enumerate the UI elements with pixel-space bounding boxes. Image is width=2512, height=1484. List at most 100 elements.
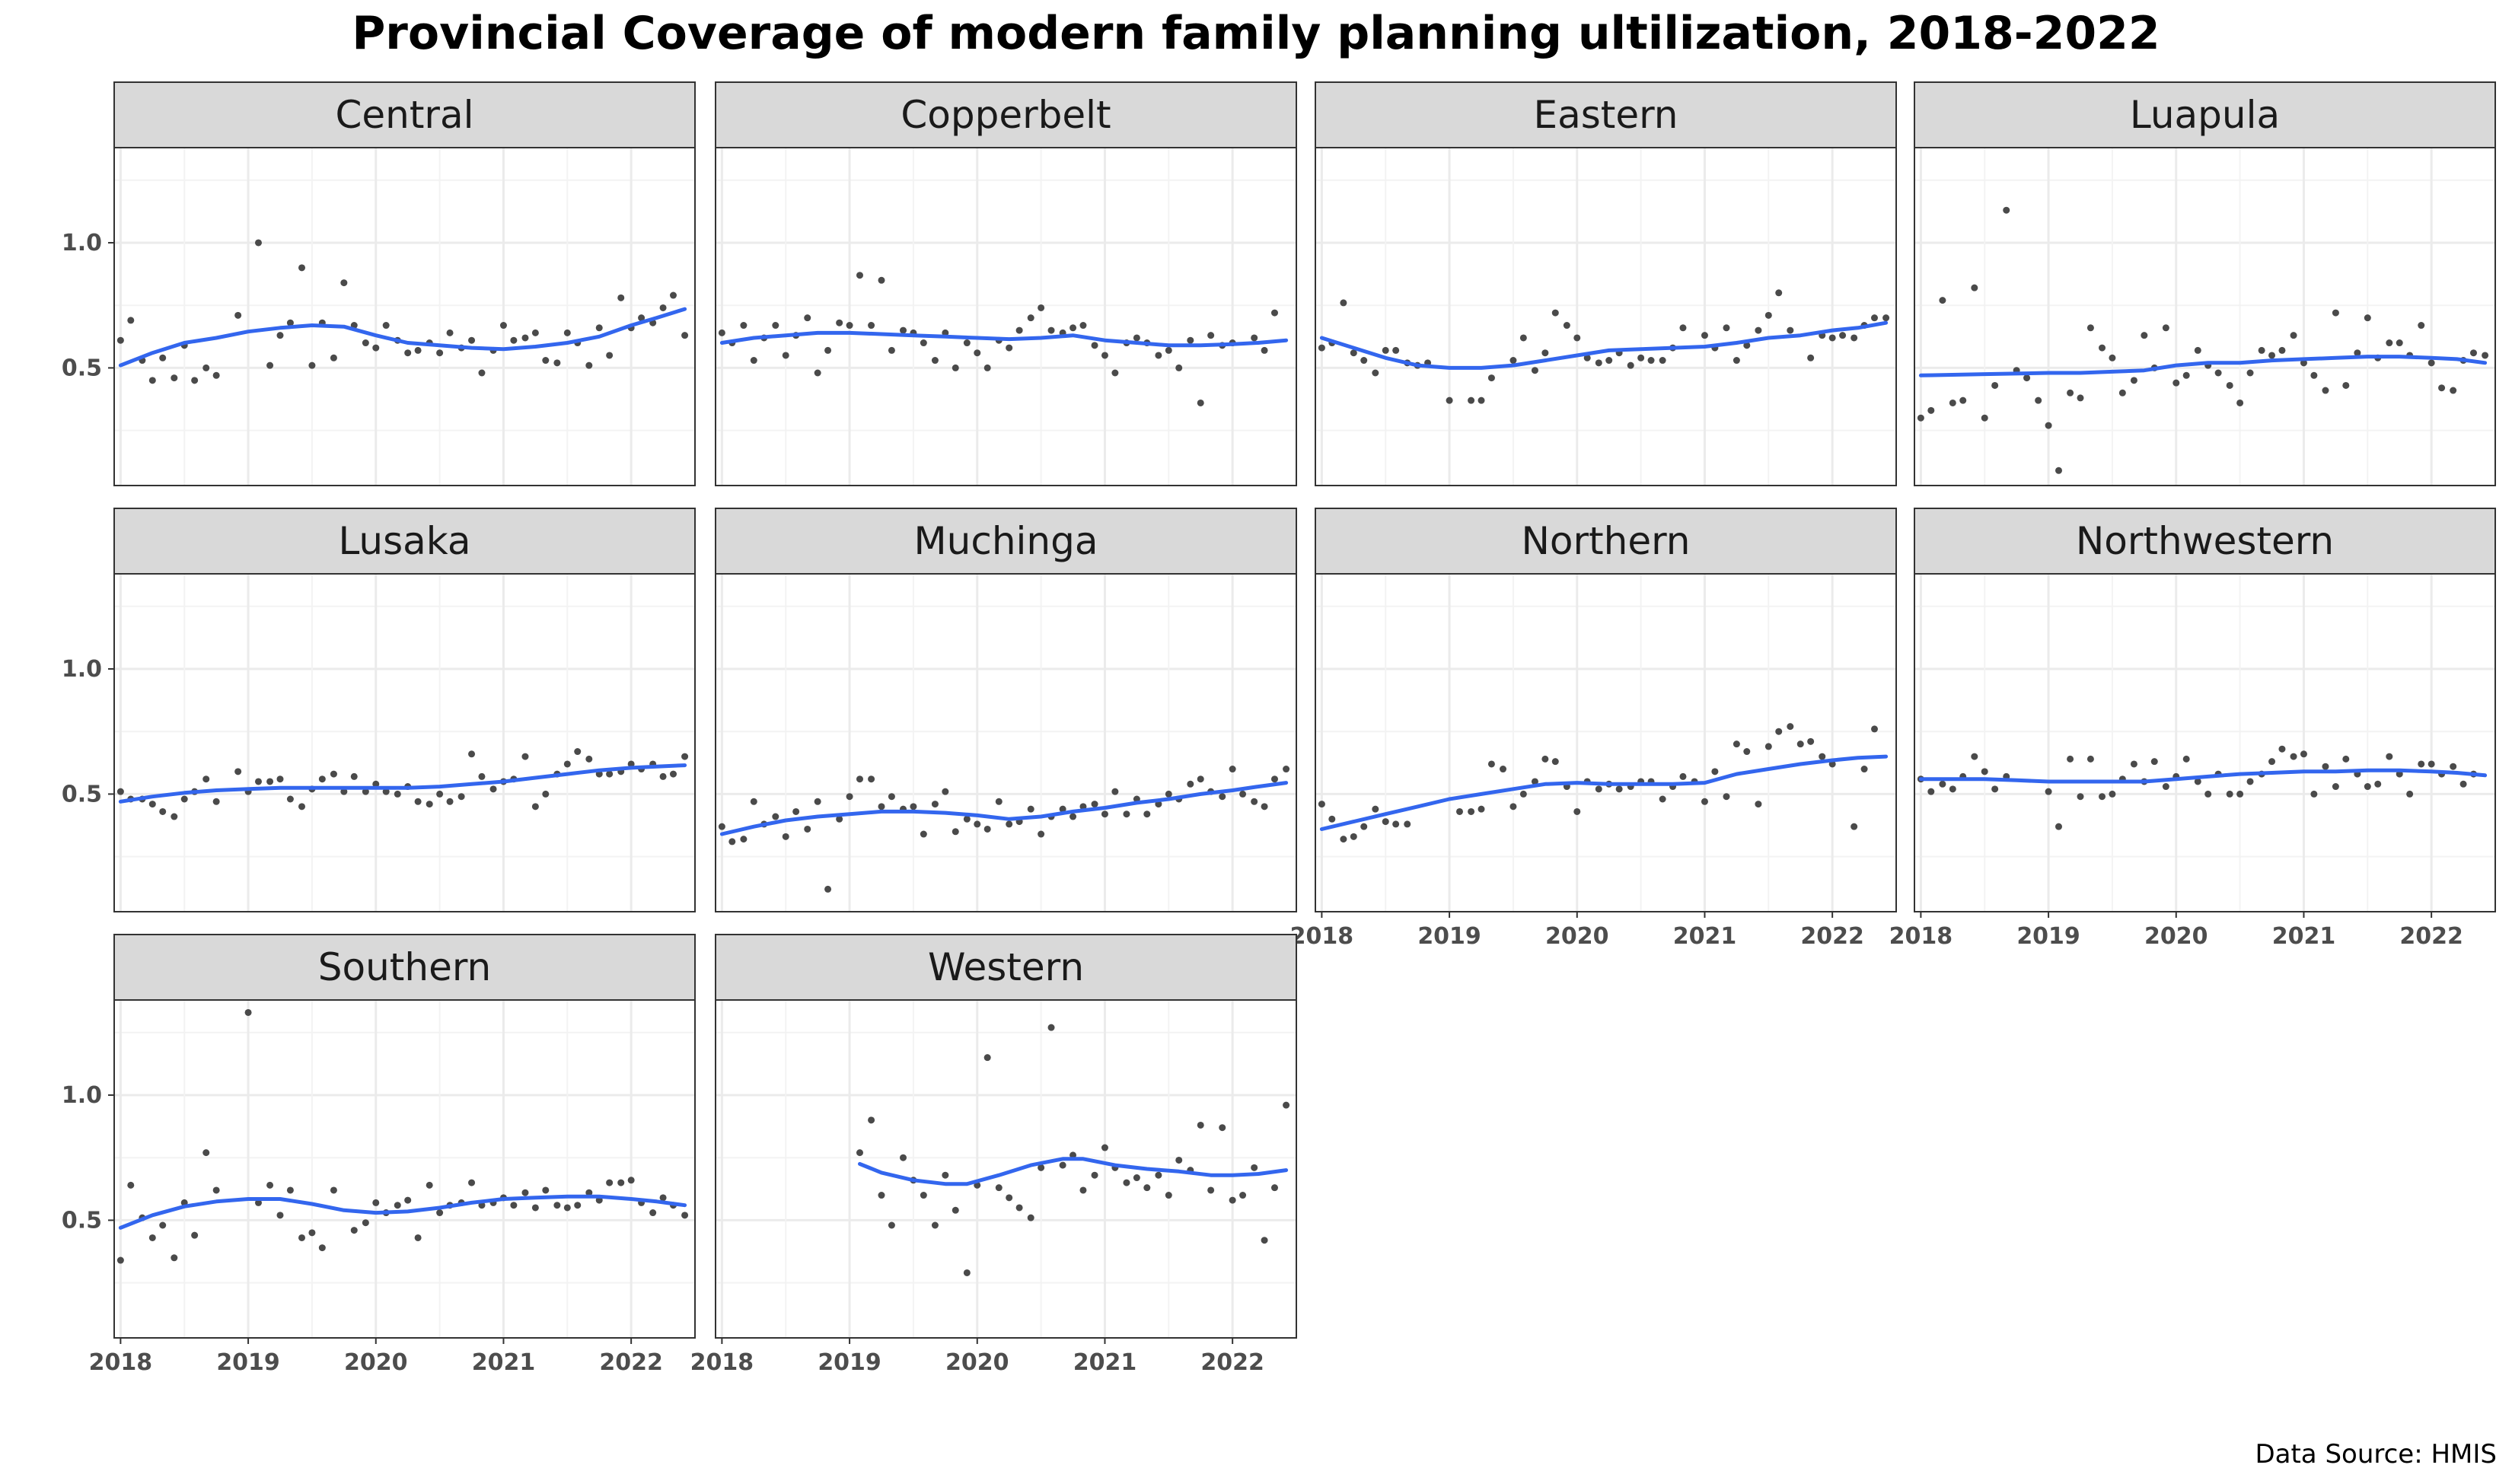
data-point — [489, 785, 497, 793]
data-point — [1187, 336, 1194, 344]
data-point — [1981, 414, 1988, 422]
data-point — [2118, 389, 2126, 396]
panel-border — [1315, 573, 1897, 912]
data-point — [318, 1244, 326, 1252]
data-point — [531, 329, 539, 336]
data-point — [171, 374, 178, 382]
data-point — [1091, 801, 1098, 808]
x-tick-label: 2018 — [89, 1349, 153, 1376]
data-point — [1207, 332, 1215, 339]
data-point — [298, 803, 306, 810]
smooth-trend-line — [719, 781, 1289, 836]
y-tick-label: 0.5 — [62, 355, 102, 381]
data-point — [1870, 725, 1878, 733]
data-point — [180, 795, 188, 803]
data-point — [1627, 361, 1634, 369]
data-point — [1860, 766, 1868, 773]
data-point — [2236, 399, 2244, 406]
data-point — [362, 788, 369, 795]
data-point — [1340, 299, 1347, 307]
data-point — [1165, 346, 1172, 354]
x-tick-label: 2019 — [818, 1349, 881, 1376]
data-point — [868, 775, 875, 783]
data-point — [266, 778, 274, 785]
data-point — [1197, 399, 1204, 406]
data-point — [888, 346, 895, 354]
data-point — [2322, 763, 2329, 770]
data-point — [116, 1256, 124, 1264]
data-point — [718, 823, 725, 830]
data-point — [414, 1234, 422, 1241]
data-point — [1015, 1204, 1023, 1212]
data-point — [740, 836, 748, 843]
data-point — [606, 770, 614, 778]
data-point — [1755, 326, 1762, 334]
data-point — [2194, 346, 2201, 354]
data-point — [1882, 314, 1890, 322]
data-point — [382, 788, 390, 795]
data-point — [2055, 467, 2062, 474]
data-point — [1091, 342, 1098, 349]
data-point — [318, 775, 326, 783]
data-point — [1787, 326, 1794, 334]
data-point — [627, 760, 635, 768]
data-point — [2450, 763, 2457, 770]
data-point — [782, 352, 789, 359]
data-point — [468, 1179, 476, 1186]
data-point — [1775, 289, 1783, 297]
smooth-trend-line — [118, 1194, 687, 1230]
panel-background — [716, 148, 1296, 486]
data-point — [2162, 783, 2169, 791]
data-point — [171, 813, 178, 820]
data-point — [2482, 352, 2489, 359]
data-point — [1350, 349, 1357, 357]
data-point — [202, 1149, 210, 1157]
data-point — [1917, 414, 1924, 422]
data-point — [1027, 1214, 1034, 1221]
panel-border — [1914, 147, 2496, 486]
data-point — [394, 790, 401, 798]
data-point — [2214, 369, 2222, 377]
data-point — [1723, 793, 1730, 801]
data-point — [350, 1227, 358, 1234]
data-point — [1079, 1186, 1087, 1194]
data-point — [2374, 780, 2382, 788]
data-point — [824, 346, 832, 354]
x-tick-label: 2019 — [1417, 923, 1481, 950]
data-point — [1133, 334, 1140, 342]
x-tick-label: 2022 — [1800, 923, 1864, 950]
data-point — [1047, 326, 1055, 334]
data-point — [510, 1202, 518, 1209]
data-point — [585, 1189, 593, 1196]
data-point — [2332, 309, 2339, 317]
data-point — [1360, 823, 1368, 830]
data-point — [2109, 790, 2116, 798]
panel-background — [716, 1000, 1296, 1338]
data-point — [286, 1186, 294, 1194]
data-point — [1101, 810, 1108, 818]
data-point — [148, 377, 156, 384]
data-point — [878, 803, 885, 810]
data-point — [1701, 332, 1708, 339]
data-point — [2162, 324, 2169, 332]
data-point — [2045, 422, 2052, 429]
data-point — [1187, 780, 1194, 788]
data-point — [2086, 324, 2094, 332]
data-point — [2182, 371, 2190, 379]
data-point — [1679, 324, 1687, 332]
data-point — [1059, 805, 1066, 813]
data-point — [1733, 740, 1740, 748]
x-tick-label: 2022 — [1200, 1349, 1264, 1376]
data-point — [1047, 1024, 1055, 1031]
panel-western: Western 2018 2019 2020 2021 2022 — [690, 934, 1297, 1376]
data-point — [1755, 801, 1762, 808]
data-point — [1573, 334, 1581, 342]
data-point — [2418, 760, 2425, 768]
data-point — [1155, 352, 1162, 359]
data-point — [750, 798, 757, 805]
panel-strip — [1914, 81, 2496, 148]
panel-strip-label: Northern — [1522, 519, 1691, 563]
data-point — [510, 336, 518, 344]
data-point — [627, 1177, 635, 1184]
